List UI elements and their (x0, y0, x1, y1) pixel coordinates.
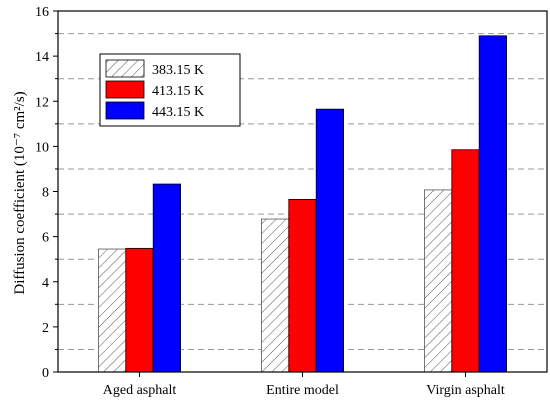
legend-label: 443.15 K (152, 105, 204, 120)
bar (98, 248, 127, 373)
bar (288, 198, 317, 373)
y-tick-label: 14 (35, 50, 49, 65)
legend-swatch (105, 101, 145, 120)
y-tick-label: 10 (35, 140, 49, 155)
axes: Aged asphalt Entire model Virgin asphalt 0 2… (35, 5, 548, 398)
x-tick-label: Virgin asphalt (426, 383, 505, 398)
y-axis-title: Diffusion coefficient (10⁻⁷ cm²/s) (12, 91, 28, 294)
y-tick-label: 8 (42, 186, 49, 201)
y-tick-label: 0 (42, 366, 49, 381)
x-tick-label: Aged asphalt (103, 383, 177, 398)
bar (152, 183, 181, 373)
y-tick-label: 12 (35, 95, 49, 110)
legend-swatch (105, 80, 145, 99)
y-tick-label: 4 (42, 276, 49, 291)
bar (451, 149, 480, 373)
x-tick-label: Entire model (266, 383, 339, 398)
y-tick-label: 2 (42, 321, 49, 336)
y-tick-label: 16 (35, 5, 49, 20)
bar (424, 189, 453, 373)
bars (98, 35, 507, 373)
legend-swatch (105, 59, 145, 78)
bar (315, 108, 344, 373)
y-tick-label: 6 (42, 231, 49, 246)
legend-label: 383.15 K (152, 63, 204, 78)
bar (125, 247, 154, 373)
bar (478, 35, 507, 373)
legend: 383.15 K 413.15 K 443.15 K (99, 53, 241, 127)
bar (261, 218, 290, 373)
legend-label: 413.15 K (152, 84, 204, 99)
